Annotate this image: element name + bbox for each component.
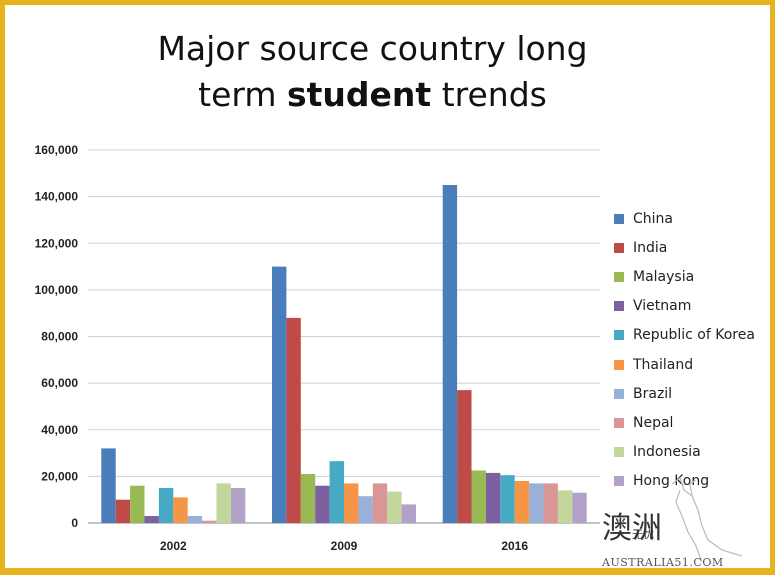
legend-item: Malaysia xyxy=(614,262,755,291)
bar-india-2016 xyxy=(457,390,472,523)
bar-nepal-2009 xyxy=(372,483,388,523)
bar-indonesia-2009 xyxy=(387,491,402,523)
bar-republic-of-korea-2016 xyxy=(500,475,515,523)
legend-label: Thailand xyxy=(633,356,694,373)
y-tick-label: 20,000 xyxy=(41,469,78,483)
legend-swatch xyxy=(614,447,624,458)
bar-republic-of-korea-2002 xyxy=(158,488,174,523)
legend-swatch xyxy=(614,388,624,399)
bar-china-2016 xyxy=(442,185,458,523)
legend-item: India xyxy=(614,233,755,262)
y-tick-label: 80,000 xyxy=(41,330,78,344)
x-tick-label: 2016 xyxy=(501,539,528,553)
bar-india-2009 xyxy=(286,317,301,523)
title-prefix: term xyxy=(198,75,288,114)
legend-label: Brazil xyxy=(633,385,673,402)
title-line-1: Major source country long xyxy=(157,29,588,68)
bar-malaysia-2016 xyxy=(471,470,486,523)
legend-swatch xyxy=(614,330,624,341)
bar-brazil-2002 xyxy=(187,516,203,523)
y-tick-label: 40,000 xyxy=(41,423,78,437)
legend-swatch xyxy=(614,242,624,253)
legend-swatch xyxy=(614,301,624,312)
bar-china-2009 xyxy=(272,266,287,523)
legend-item: Brazil xyxy=(614,379,755,408)
y-tick-label: 0 xyxy=(71,516,78,530)
bar-malaysia-2002 xyxy=(130,485,145,523)
legend-label: Indonesia xyxy=(633,444,701,461)
legend-swatch xyxy=(614,359,624,370)
y-tick-label: 140,000 xyxy=(35,190,79,204)
x-tick-label: 2009 xyxy=(331,539,358,553)
title-bold: student xyxy=(287,75,432,114)
bar-india-2002 xyxy=(115,499,131,523)
legend-swatch xyxy=(614,417,624,428)
kangaroo-icon: 澳洲 无忧 xyxy=(602,477,743,563)
bar-brazil-2009 xyxy=(358,496,373,523)
bar-nepal-2002 xyxy=(202,520,217,523)
bar-thailand-2002 xyxy=(173,497,188,523)
legend-swatch xyxy=(614,476,624,487)
bar-nepal-2016 xyxy=(543,483,558,523)
legend-label: Nepal xyxy=(633,414,674,431)
legend-label: Republic of Korea xyxy=(633,327,755,344)
watermark-sub: 无忧 xyxy=(632,527,654,541)
title-suffix: trends xyxy=(431,75,547,114)
bar-hong-kong-2009 xyxy=(401,504,416,523)
bar-vietnam-2002 xyxy=(144,516,159,523)
bar-china-2002 xyxy=(101,448,116,523)
x-tick-labels: 2002 2009 2016 xyxy=(160,539,528,553)
legend-label: Vietnam xyxy=(633,298,692,315)
legend-swatch xyxy=(614,271,624,282)
watermark-text: AUSTRALIA51.COM xyxy=(602,556,724,569)
legend-label: India xyxy=(633,239,668,256)
bar-indonesia-2002 xyxy=(216,483,231,523)
bars xyxy=(101,185,587,523)
legend-label: China xyxy=(633,210,673,227)
bar-vietnam-2016 xyxy=(485,472,501,523)
y-tick-label: 100,000 xyxy=(35,283,79,297)
bar-malaysia-2009 xyxy=(300,474,316,523)
legend: China India Malaysia Vietnam Republic of Kor… xyxy=(614,204,755,496)
y-tick-labels: 0 20,000 40,000 60,000 80,000 100,000 120,000 1… xyxy=(35,143,79,530)
bar-indonesia-2016 xyxy=(557,490,573,523)
legend-item: China xyxy=(614,204,755,233)
y-tick-label: 60,000 xyxy=(41,376,78,390)
bar-thailand-2009 xyxy=(344,483,359,523)
legend-item: Nepal xyxy=(614,408,755,437)
bar-hong-kong-2016 xyxy=(572,492,587,523)
bar-brazil-2016 xyxy=(529,483,544,523)
bar-hong-kong-2002 xyxy=(230,488,246,523)
bar-thailand-2016 xyxy=(514,481,530,523)
title-line-2: term student trends xyxy=(0,72,745,118)
y-tick-label: 120,000 xyxy=(35,236,79,250)
bar-republic-of-korea-2009 xyxy=(329,461,344,523)
legend-item: Vietnam xyxy=(614,292,755,321)
chart-title: Major source country long term student t… xyxy=(0,26,745,118)
x-tick-label: 2002 xyxy=(160,539,187,553)
y-tick-label: 160,000 xyxy=(35,143,79,157)
legend-item: Indonesia xyxy=(614,438,755,467)
legend-item: Republic of Korea xyxy=(614,321,755,350)
legend-item: Thailand xyxy=(614,350,755,379)
legend-label: Malaysia xyxy=(633,268,695,285)
legend-swatch xyxy=(614,213,624,224)
bar-vietnam-2009 xyxy=(315,485,330,523)
watermark-glyph: 澳洲 xyxy=(602,511,662,546)
